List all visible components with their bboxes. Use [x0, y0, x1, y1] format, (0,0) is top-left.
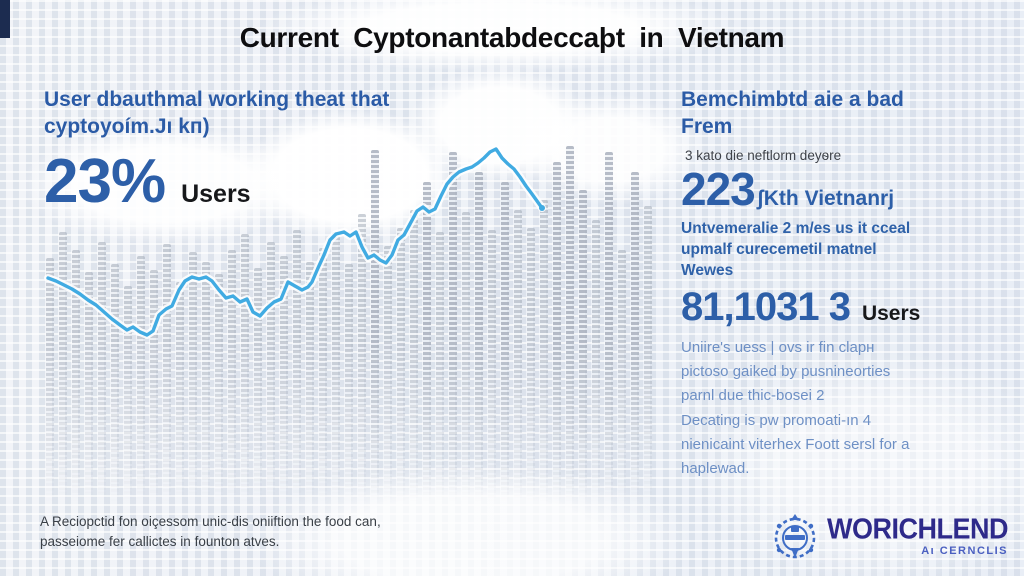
left-heading: User dbauthmal working theat that cyptoy… — [44, 88, 390, 139]
right-stat-1-value: 223 — [681, 162, 756, 215]
right-stat-1: 223 ʃKth Vietnanrj — [681, 162, 1011, 215]
right-paragraph-bold: Untvemeralie 2 m/es us it cceal upmalf c… — [681, 219, 911, 279]
left-stat: 23% Users — [44, 146, 464, 216]
right-subnote: 3 kato die neftlorm deyѳre — [685, 147, 842, 163]
corner-accent-bar — [0, 0, 10, 38]
brand-logo: WORICHLEND Aι CERNCLIS — [771, 508, 1008, 564]
logo-text-block: WORICHLEND Aι CERNCLIS — [827, 512, 1008, 557]
right-stat-panel: Bemchimbtd aie a bad Frem 3 kato die nef… — [681, 86, 1011, 481]
right-heading: Bemchimbtd aie a bad Frem — [681, 88, 904, 139]
logo-tagline: Aι CERNCLIS — [921, 544, 1008, 557]
left-stat-panel: User dbauthmal working theat that cyptoy… — [44, 86, 464, 213]
right-stat-2-label: Users — [861, 301, 921, 325]
left-stat-label: Users — [181, 179, 251, 208]
crest-emblem-icon — [774, 514, 816, 559]
right-paragraph-light: Uniire's uess | ovs ir fin clapн pictoso… — [681, 338, 910, 478]
logo-name: WORICHLEND — [827, 512, 1008, 545]
right-stat-1-suffix: ʃKth Vietnanrj — [756, 186, 895, 210]
right-stat-2: 81,1031 3 Users — [681, 286, 1011, 328]
footnote: A Reciopctid fon oiçessom unic-dis oniif… — [40, 514, 381, 549]
page-title: Current Cyptonantabdeccaþt in Vietnam — [239, 22, 785, 53]
right-stat-2-value: 81,1031 3 — [681, 284, 851, 329]
left-stat-value: 23% — [44, 146, 166, 216]
